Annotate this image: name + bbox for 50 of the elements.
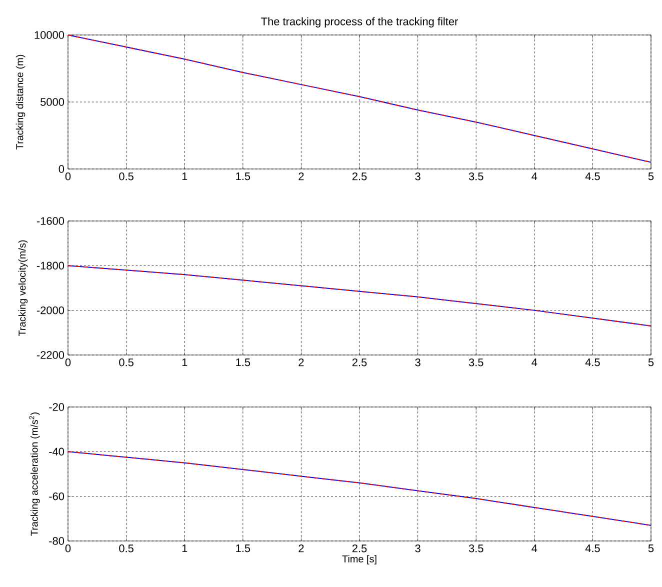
y-axis-title: Tracking velocity(m/s): [18, 240, 28, 336]
x-tick-label: 2: [298, 358, 304, 366]
x-tick-label: 2: [298, 544, 304, 552]
y-tick-label: 0: [58, 165, 64, 173]
x-tick-label: 3: [415, 544, 420, 552]
x-tick-label: 5: [648, 544, 654, 552]
x-tick-label: 4: [532, 172, 538, 180]
x-tick-label: 0.5: [119, 358, 134, 366]
x-tick-label: 0: [65, 172, 71, 180]
y-tick-label: -40: [49, 448, 64, 456]
x-tick-label: 0.5: [119, 172, 134, 180]
x-tick-label: 0: [65, 358, 71, 366]
x-tick-label: 2.5: [352, 172, 367, 180]
y-tick-label: -2200: [36, 351, 64, 359]
x-tick-label: 3.5: [468, 358, 484, 366]
x-tick-label: 1.5: [236, 172, 250, 180]
x-axis-title: Time [s]: [342, 555, 376, 564]
chart-title: The tracking process of the tracking filter: [261, 17, 458, 28]
y-tick-label: -2000: [36, 306, 64, 314]
y-tick-label: -60: [49, 492, 64, 500]
x-tick-label: 3.5: [468, 172, 484, 180]
x-tick-label: 5: [648, 358, 654, 366]
x-tick-label: 1.5: [236, 358, 250, 366]
x-tick-label: 1.5: [236, 544, 250, 552]
x-tick-label: 1: [182, 172, 188, 180]
x-tick-label: 4: [532, 544, 538, 552]
y-tick-label: -20: [49, 403, 64, 411]
x-tick-label: 2.5: [352, 544, 367, 552]
y-axis-title: Tracking acceleration (m/s$^{2}$): [29, 412, 40, 536]
x-tick-label: 5: [648, 172, 654, 180]
x-tick-label: 3.5: [468, 544, 484, 552]
x-tick-label: 4.5: [585, 172, 600, 180]
y-tick-label: -80: [49, 537, 64, 545]
x-tick-label: 4.5: [585, 358, 600, 366]
x-tick-label: 2.5: [352, 358, 367, 366]
line-series: [68, 34, 652, 163]
x-tick-label: 4.5: [585, 544, 600, 552]
x-tick-label: 4: [532, 358, 538, 366]
y-tick-label: 10000: [34, 31, 64, 39]
x-tick-label: 3: [415, 172, 420, 180]
y-axis-title: Tracking distance (m): [16, 54, 26, 150]
x-tick-label: 0: [65, 544, 71, 552]
y-tick-label: -1800: [36, 262, 64, 270]
x-tick-label: 1: [182, 358, 188, 366]
x-tick-label: 0.5: [119, 544, 134, 552]
x-tick-label: 1: [182, 544, 188, 552]
y-tick-label: -1600: [36, 217, 64, 225]
x-tick-label: 2: [298, 172, 304, 180]
x-tick-label: 3: [415, 358, 420, 366]
y-tick-label: 5000: [40, 98, 64, 106]
